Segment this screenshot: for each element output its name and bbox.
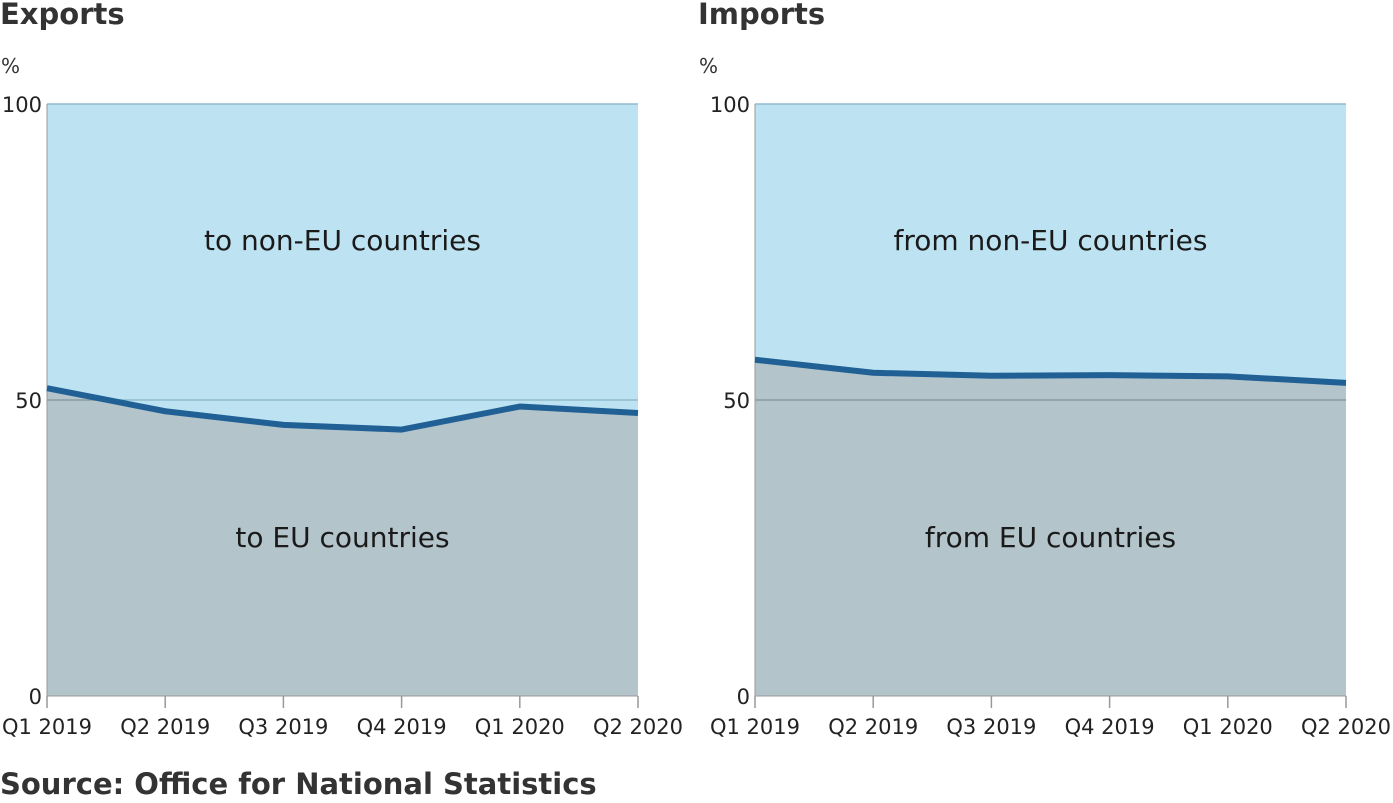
series-line — [754, 356, 1347, 386]
area-label-lower: to EU countries — [235, 521, 449, 554]
x-tick-label: Q1 2019 — [710, 715, 800, 739]
x-tick-label: Q2 2019 — [120, 715, 210, 739]
x-tick-label: Q2 2019 — [828, 715, 918, 739]
exports-panel: Exports% 0 50 100 Q1 2019 Q2 2019 Q3 2019 Q4 20… — [0, 0, 683, 739]
area-label-upper: to non-EU countries — [204, 224, 481, 257]
source-note: Source: Office for National Statistics — [0, 767, 597, 801]
x-tick-label: Q2 2020 — [1301, 715, 1391, 739]
x-tick-label: Q2 2020 — [593, 715, 683, 739]
area-lower — [755, 359, 1346, 696]
x-tick-label: Q4 2019 — [357, 715, 447, 739]
x-tick-label: Q1 2019 — [2, 715, 92, 739]
x-tick-label: Q3 2019 — [238, 715, 328, 739]
x-tick-label: Q1 2020 — [475, 715, 565, 739]
y-tick-label: 0 — [737, 685, 750, 709]
series-line — [46, 385, 639, 433]
area-label-lower: from EU countries — [925, 521, 1176, 554]
y-tick-label: 50 — [723, 389, 750, 413]
y-axis-unit: % — [699, 54, 718, 78]
imports-panel: Imports% 0 50 100 Q1 2019 Q2 2019 Q3 2019 Q4 20… — [698, 0, 1391, 739]
y-tick-label: 50 — [15, 389, 42, 413]
area-lower — [47, 388, 638, 696]
area-label-upper: from non-EU countries — [894, 224, 1208, 257]
panel-title: Imports — [698, 0, 825, 31]
x-tick-label: Q3 2019 — [946, 715, 1036, 739]
x-tick-label: Q4 2019 — [1065, 715, 1155, 739]
y-axis-unit: % — [1, 54, 20, 78]
y-tick-label: 0 — [29, 685, 42, 709]
panel-title: Exports — [0, 0, 125, 31]
x-tick-label: Q1 2020 — [1183, 715, 1273, 739]
y-tick-label: 100 — [2, 93, 42, 117]
y-tick-label: 100 — [710, 93, 750, 117]
